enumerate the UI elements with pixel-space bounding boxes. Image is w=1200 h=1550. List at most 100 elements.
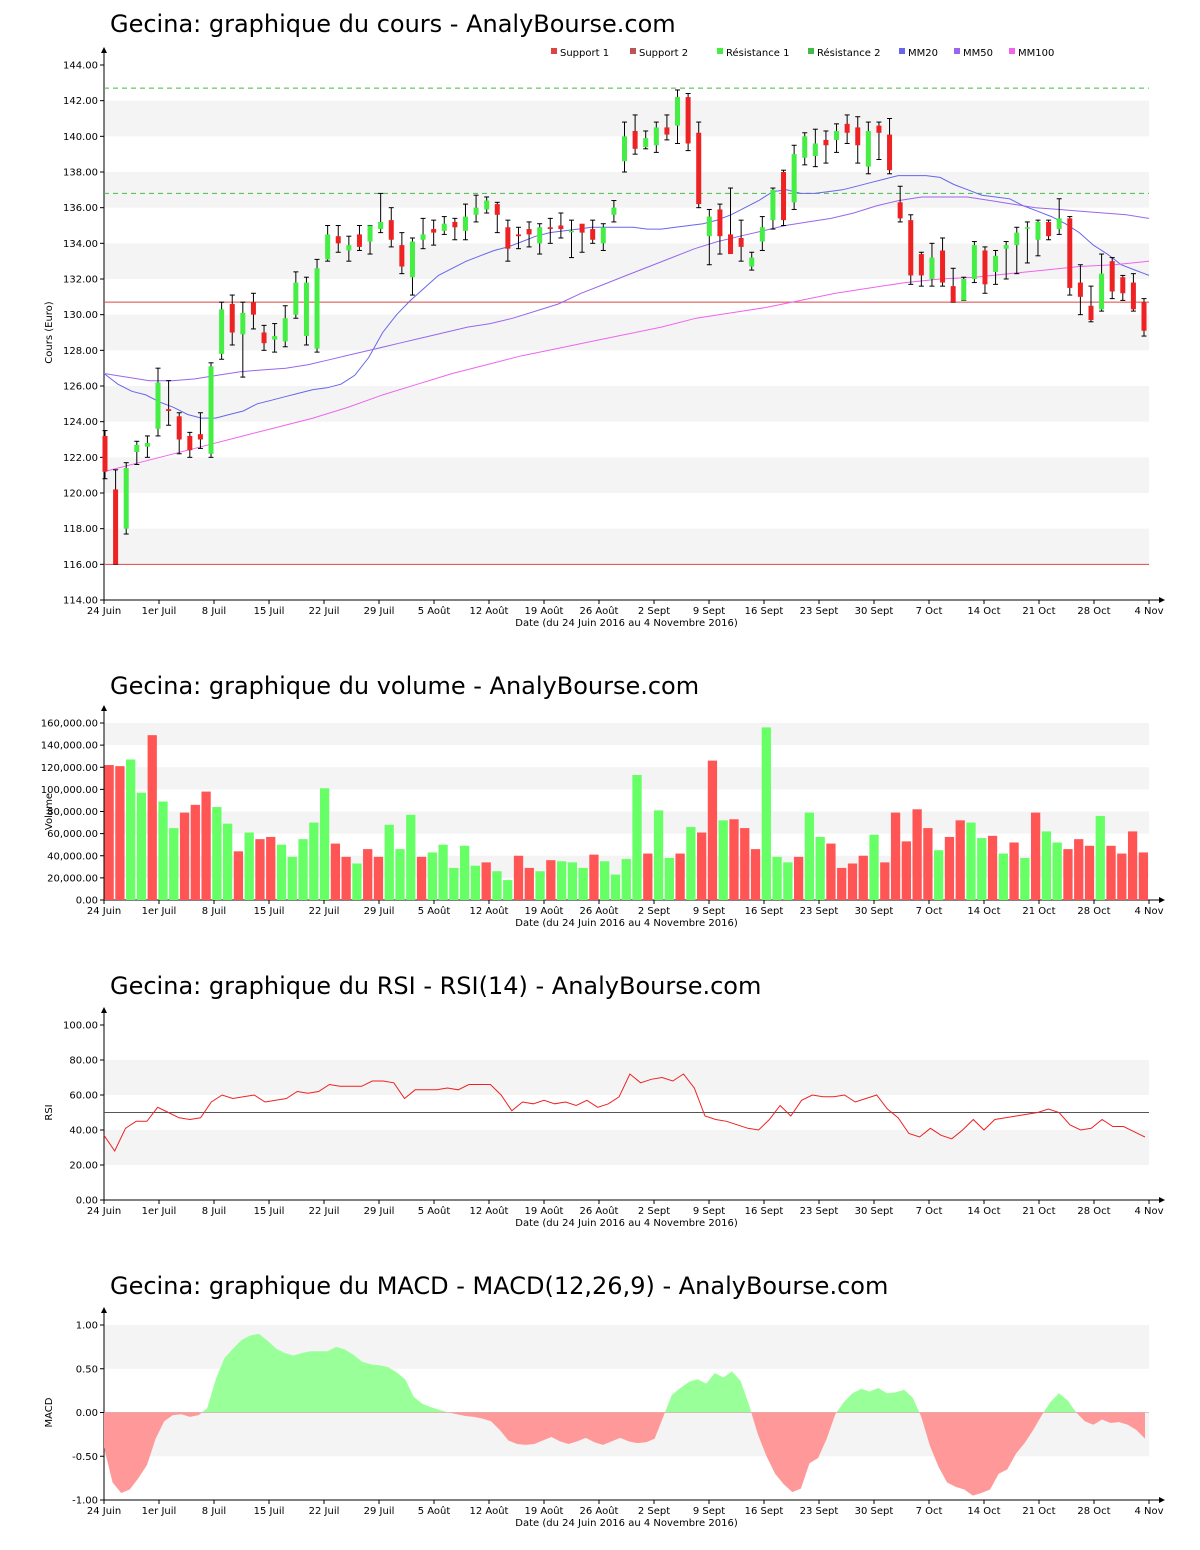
volume-bar [869,834,879,900]
x-tick-label: 8 Juil [202,906,226,917]
x-axis-label: Date (du 24 Juin 2016 au 4 Novembre 2016… [515,618,738,629]
candle-body [484,200,490,210]
volume-bar [287,856,297,900]
grid-band [104,457,1149,493]
volume-bar [729,819,739,900]
candle-body [303,282,309,337]
x-tick-label: 24 Juin [87,1206,121,1217]
y-tick-label: 118.00 [63,524,98,535]
volume-bar [977,838,987,900]
x-tick-label: 15 Juil [254,906,285,917]
y-axis-label: Volume [44,793,55,830]
x-tick-label: 19 Août [525,905,564,917]
legend-swatch [630,48,636,54]
candle-body [197,434,203,440]
candle-body [834,130,840,140]
candle-body [547,227,553,230]
candle-body [855,127,861,146]
rsi-panel: Gecina: graphique du RSI - RSI(14) - Ana… [0,960,1200,1240]
candle-body [950,286,956,303]
volume-bar [449,867,459,900]
y-tick-label: 132.00 [63,275,98,286]
volume-bar [589,854,599,900]
macd-positive-area [1043,1393,1077,1413]
candle-body [717,209,723,237]
macd-positive-area [836,1388,920,1413]
candle-body [452,221,458,228]
x-tick-label: 1er Juil [142,1206,177,1217]
y-tick-label: -1.00 [72,1496,98,1507]
candle-body [346,245,352,251]
y-tick-label: 40.00 [69,1126,98,1137]
x-tick-label: 16 Sept [745,1506,784,1517]
candle-body [929,257,935,279]
x-tick-label: 5 Août [418,605,451,617]
volume-bar [384,824,394,900]
x-tick-label: 4 Nov [1134,1206,1163,1217]
macd-negative-area [104,1412,202,1493]
x-tick-label: 12 Août [470,1205,509,1217]
x-tick-label: 23 Sept [800,606,839,617]
grid-band [104,1130,1149,1165]
candle-body [356,234,362,247]
volume-bar [373,856,384,900]
x-tick-label: 21 Oct [1022,606,1055,617]
candle-body [1088,305,1094,321]
volume-bar [567,862,578,900]
volume-bar [1041,831,1052,900]
x-tick-label: 12 Août [470,1505,509,1517]
x-tick-label: 30 Sept [855,1206,894,1217]
x-tick-label: 15 Juil [254,1506,285,1517]
x-tick-label: 21 Oct [1022,1506,1055,1517]
candle-body [961,279,967,301]
volume-bar [330,843,341,900]
grid-band [104,243,1149,279]
volume-bar [761,727,771,900]
candle-body [409,241,415,278]
x-tick-label: 28 Oct [1077,1506,1110,1517]
volume-bar [578,867,588,900]
x-tick-label: 4 Nov [1134,606,1163,617]
x-axis-label: Date (du 24 Juin 2016 au 4 Novembre 2016… [515,918,738,929]
legend-swatch [899,48,905,54]
price-chart: 114.00 116.00 118.00 120.00 122.00 124.00 126.… [44,47,1165,629]
macd-panel: Gecina: graphique du MACD - MACD(12,26,9… [0,1260,1200,1550]
mm50-line [103,196,1150,382]
candle-body [568,230,574,233]
y-tick-label: 136.00 [63,203,98,214]
x-tick-label: 9 Sept [693,1206,725,1217]
volume-bar [643,853,653,900]
candle-body [388,220,394,240]
candle-body [887,134,893,171]
volume-bar [104,765,114,900]
volume-bar [470,865,481,900]
candle-body [378,221,384,230]
candle-body [1141,302,1147,331]
y-tick-label: 144.00 [63,61,98,72]
candle-body [441,223,447,231]
candle-body [738,237,744,247]
volume-bar [1009,842,1019,900]
volume-bar [460,845,470,900]
candle-body [982,250,988,285]
volume-bar [1095,815,1105,900]
volume-bar [136,792,147,900]
y-tick-label: 60.00 [69,1091,98,1102]
candle-body [314,268,320,349]
legend-entry: MM50 [963,48,993,59]
volume-panel: Gecina: graphique du volume - AnalyBours… [0,660,1200,940]
volume-bar [697,832,707,900]
volume-bar [1106,845,1116,900]
volume-bar [890,812,901,900]
volume-bar [363,849,373,900]
candle-body [293,282,299,315]
legend-entry: Résistance 2 [817,47,880,59]
y-tick-label: 126.00 [63,382,98,393]
volume-bar [944,836,955,900]
legend-swatch [1009,48,1015,54]
x-tick-label: 2 Sept [638,1506,670,1517]
candle-body [208,366,214,454]
volume-bar [772,856,782,900]
x-tick-label: 23 Sept [800,906,839,917]
volume-bar [987,835,998,900]
